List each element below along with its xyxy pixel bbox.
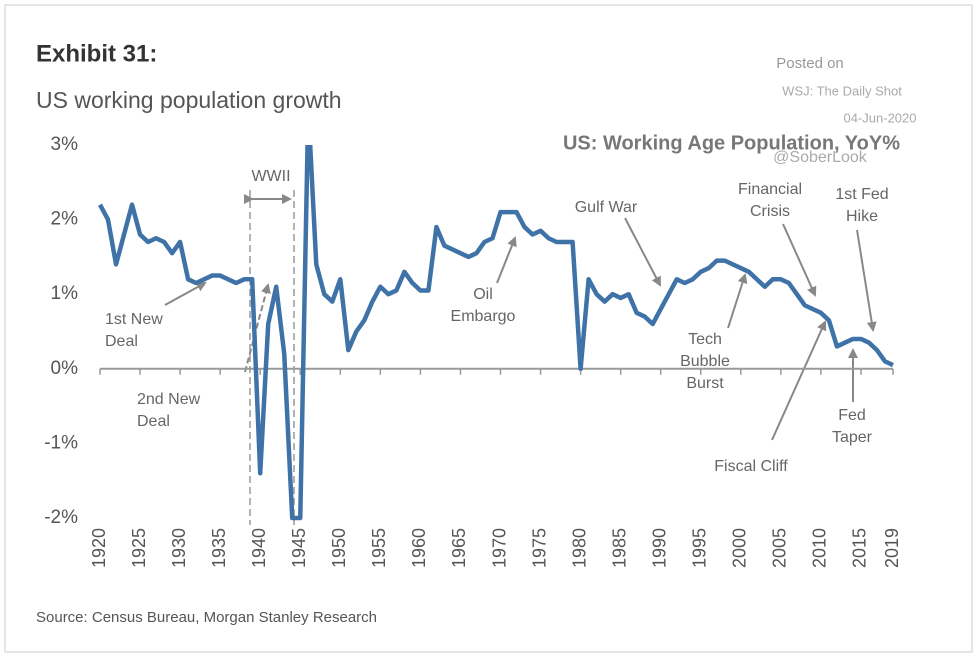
x-tick-label: 2000 — [730, 528, 750, 568]
x-tick-label: 1990 — [649, 528, 669, 568]
annotation: Tech — [688, 331, 722, 348]
title: Exhibit 31: — [36, 40, 157, 67]
x-tick-label: 2019 — [882, 528, 902, 568]
x-tick-label: 2015 — [850, 528, 870, 568]
series-line — [98, 145, 894, 521]
chart-title: US: Working Age Population, YoY% — [563, 132, 900, 154]
x-tick-label: 1960 — [409, 528, 429, 568]
x-tick-label: 1920 — [89, 528, 109, 568]
annotation: 2nd New — [137, 391, 201, 408]
x-tick-label: 1945 — [289, 528, 309, 568]
x-tick-label: 1980 — [569, 528, 589, 568]
x-tick-label: 1995 — [690, 528, 710, 568]
annotation: Crisis — [750, 203, 790, 220]
annotation: Fed — [838, 407, 866, 424]
annotation: Financial — [738, 181, 802, 198]
annotation: Hike — [846, 208, 878, 225]
x-tick-label: 1930 — [169, 528, 189, 568]
plot-area — [98, 145, 894, 521]
x-tick-label: 2010 — [810, 528, 830, 568]
x-tick-label: 1975 — [529, 528, 549, 568]
y-tick-label: 3% — [51, 134, 79, 155]
source: Source: Census Bureau, Morgan Stanley Re… — [36, 609, 377, 626]
x-tick-label: 2005 — [770, 528, 790, 568]
x-tick-label: 1925 — [129, 528, 149, 568]
y-tick-label: 1% — [51, 283, 79, 304]
annotation: 1st New — [105, 311, 163, 328]
annotation: WWII — [251, 168, 290, 185]
frame — [4, 4, 973, 653]
credit: Posted on — [776, 55, 844, 72]
annotation: Gulf War — [575, 199, 638, 216]
y-tick-label: 0% — [51, 358, 79, 379]
credit: @SoberLook — [773, 149, 868, 166]
credit: 04-Jun-2020 — [844, 110, 917, 125]
x-tick-label: 1985 — [609, 528, 629, 568]
annotation: Embargo — [451, 308, 516, 325]
annotation: Burst — [686, 375, 724, 392]
credit: WSJ: The Daily Shot — [782, 83, 902, 98]
x-tick-label: 1940 — [249, 528, 269, 568]
annotation: Bubble — [680, 353, 730, 370]
subtitle: US working population growth — [36, 87, 342, 113]
annotation: Oil — [473, 286, 493, 303]
y-tick-label: -2% — [44, 507, 78, 528]
annotation: Deal — [137, 413, 170, 430]
x-tick-label: 1970 — [489, 528, 509, 568]
annotation: Taper — [832, 429, 873, 446]
annotation-arrows — [164, 194, 877, 441]
x-tick-label: 1955 — [369, 528, 389, 568]
y-tick-label: -1% — [44, 432, 78, 453]
x-tick-label: 1965 — [449, 528, 469, 568]
x-tick-label: 1950 — [329, 528, 349, 568]
y-tick-label: 2% — [51, 209, 79, 230]
annotation: Deal — [105, 333, 138, 350]
annotation: Fiscal Cliff — [714, 458, 788, 475]
x-tick-label: 1935 — [209, 528, 229, 568]
annotation: 1st Fed — [835, 186, 888, 203]
